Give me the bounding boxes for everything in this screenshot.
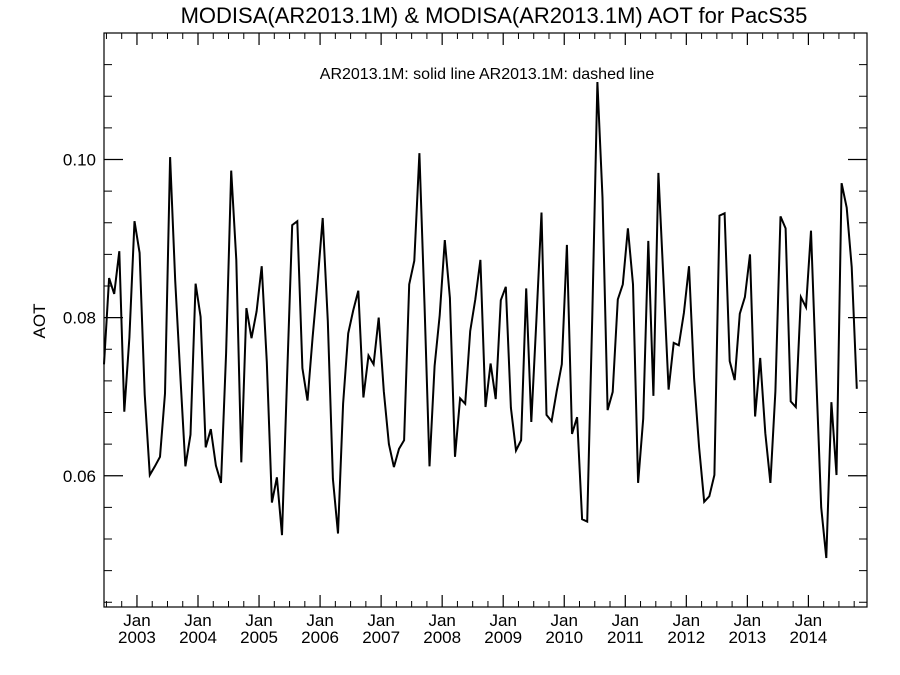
y-tick-label: 0.10 bbox=[63, 151, 96, 170]
plot-frame bbox=[103, 32, 868, 608]
chart-legend: AR2013.1M: solid line AR2013.1M: dashed … bbox=[320, 66, 655, 83]
y-tick-label: 0.06 bbox=[63, 467, 96, 486]
x-tick-year: 2006 bbox=[301, 628, 339, 647]
x-tick-year: 2014 bbox=[789, 628, 827, 647]
x-tick-month: Jan bbox=[245, 611, 272, 630]
x-tick-year: 2004 bbox=[179, 628, 217, 647]
y-axis-label: AOT bbox=[30, 304, 49, 339]
x-tick-year: 2005 bbox=[240, 628, 278, 647]
series-line-solid bbox=[103, 81, 858, 559]
x-tick-month: Jan bbox=[123, 611, 150, 630]
x-tick-year: 2008 bbox=[423, 628, 461, 647]
x-tick-year: 2013 bbox=[728, 628, 766, 647]
x-tick-year: 2011 bbox=[607, 628, 644, 647]
x-tick-month: Jan bbox=[795, 611, 822, 630]
y-tick-label: 0.08 bbox=[63, 309, 96, 328]
chart-title: MODISA(AR2013.1M) & MODISA(AR2013.1M) AO… bbox=[181, 3, 808, 28]
x-tick-month: Jan bbox=[306, 611, 333, 630]
x-tick-year: 2012 bbox=[667, 628, 705, 647]
x-tick-year: 2007 bbox=[362, 628, 400, 647]
x-tick-month: Jan bbox=[673, 611, 700, 630]
x-tick-year: 2009 bbox=[484, 628, 522, 647]
axis-ticks bbox=[104, 32, 867, 607]
x-tick-year: 2003 bbox=[118, 628, 156, 647]
x-tick-month: Jan bbox=[612, 611, 639, 630]
x-tick-year: 2010 bbox=[545, 628, 583, 647]
x-tick-month: Jan bbox=[184, 611, 211, 630]
x-tick-month: Jan bbox=[734, 611, 761, 630]
series-layer bbox=[103, 81, 858, 559]
x-tick-month: Jan bbox=[489, 611, 516, 630]
x-tick-month: Jan bbox=[367, 611, 394, 630]
x-tick-month: Jan bbox=[551, 611, 578, 630]
x-tick-month: Jan bbox=[428, 611, 455, 630]
tick-labels: 0.060.080.10Jan2003Jan2004Jan2005Jan2006… bbox=[63, 151, 827, 647]
